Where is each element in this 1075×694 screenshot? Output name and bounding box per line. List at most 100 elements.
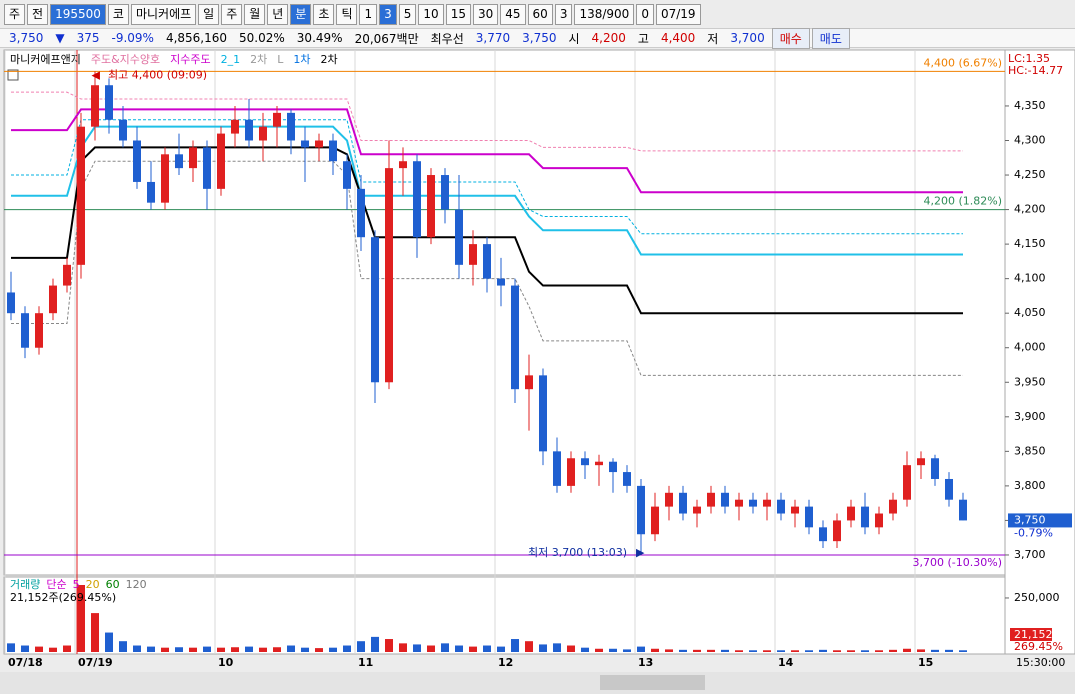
candle-body	[847, 506, 855, 521]
toolbar-item[interactable]: 45	[500, 3, 526, 25]
axis-panel	[1004, 49, 1075, 655]
toolbar-item[interactable]: 코	[107, 3, 129, 25]
toolbar-item[interactable]: 년	[267, 3, 289, 25]
candle-body	[819, 527, 827, 542]
candle-body	[679, 492, 687, 514]
toolbar-item[interactable]: 30	[472, 3, 499, 25]
candle-body	[7, 292, 15, 314]
candle-body	[609, 461, 617, 473]
order-button[interactable]: 매수	[771, 27, 810, 49]
candle-body	[301, 140, 309, 148]
candle-body	[441, 175, 449, 210]
toolbar-item[interactable]: 초	[313, 3, 335, 25]
toolbar-item[interactable]: 3	[379, 3, 397, 25]
volume-bar	[91, 613, 99, 652]
toolbar-item[interactable]: 틱	[336, 3, 358, 25]
volume-bar	[833, 650, 841, 652]
volume-bar	[553, 643, 561, 652]
volume-bar	[455, 645, 463, 652]
candle-body	[175, 154, 183, 169]
toolbar-item[interactable]: 월	[244, 3, 266, 25]
quote-field: 3,750	[522, 31, 557, 45]
legend-item: 지수주도	[170, 53, 210, 66]
volume-bar	[483, 645, 491, 652]
toolbar: 주 전 195500 코 마니커에프 일 주 월 년 분 초 틱 1 3 5 10 15 30 45 60 3 138/9…	[0, 2, 1075, 26]
toolbar-item[interactable]: 15	[445, 3, 471, 25]
grid-icon[interactable]	[7, 69, 19, 81]
quote-field: 30.49%	[296, 31, 343, 45]
volume-bar	[497, 646, 505, 652]
candle-body	[763, 499, 771, 507]
toolbar-item[interactable]: 0	[636, 3, 654, 25]
x-tick-label: 14	[778, 656, 794, 669]
candle-body	[511, 285, 519, 390]
volume-bar	[539, 644, 547, 652]
candle-body	[371, 237, 379, 383]
volume-last: 21,152	[1014, 628, 1053, 641]
toolbar-item[interactable]: 일	[198, 3, 220, 25]
toolbar-item[interactable]: 5	[398, 3, 417, 25]
toolbar-item[interactable]: 138/900	[574, 3, 635, 25]
volume-bar	[245, 646, 253, 652]
quote-field: 저	[707, 31, 719, 46]
volume-bar	[441, 643, 449, 652]
toolbar-item[interactable]: 60	[527, 3, 553, 25]
volume-bar	[595, 648, 603, 652]
toolbar-item[interactable]: 주	[221, 3, 243, 25]
toolbar-item[interactable]: 분	[290, 3, 312, 25]
quote-field: 20,067백만	[354, 31, 419, 46]
volume-bar	[623, 649, 631, 652]
toolbar-item[interactable]: 07/19	[655, 3, 701, 25]
y-tick-label: 4,150	[1014, 237, 1046, 250]
volume-bar	[77, 585, 85, 652]
candle-body	[749, 499, 757, 507]
candle-body	[427, 175, 435, 238]
candle-body	[287, 112, 295, 141]
candle-body	[553, 451, 561, 486]
volume-bar	[119, 641, 127, 652]
candle-body	[707, 492, 715, 507]
candle-body	[693, 506, 701, 514]
quote-field: 375	[76, 31, 100, 45]
indicator-line	[11, 125, 963, 256]
y-tick-label: 4,300	[1014, 133, 1046, 146]
candle-body	[91, 85, 99, 127]
y-tick-label: 4,050	[1014, 306, 1046, 319]
volume-bar	[693, 649, 701, 652]
x-tick-label: 07/18	[8, 656, 43, 669]
candle-body	[889, 499, 897, 514]
volume-bar	[959, 650, 967, 652]
toolbar-item[interactable]: 전	[27, 3, 49, 25]
candle-body	[329, 140, 337, 162]
volume-bar	[343, 645, 351, 652]
volume-bar	[7, 643, 15, 652]
toolbar-item[interactable]: 마니커에프	[130, 3, 197, 25]
toolbar-item[interactable]: 주	[4, 3, 26, 25]
y-tick-label: 3,950	[1014, 375, 1046, 388]
scroll-thumb[interactable]	[600, 675, 705, 690]
order-button[interactable]: 매도	[811, 27, 850, 49]
y-tick-label: 4,350	[1014, 99, 1046, 112]
volume-bar	[357, 641, 365, 652]
last-change: -0.79%	[1014, 526, 1053, 539]
volume-bar	[567, 645, 575, 652]
toolbar-item[interactable]: 10	[418, 3, 444, 25]
toolbar-item[interactable]: 3	[554, 3, 573, 25]
volume-bar	[777, 650, 785, 652]
candle-body	[805, 506, 813, 528]
candle-body	[455, 209, 463, 265]
quote-field: 4,400	[660, 31, 696, 45]
candle-body	[77, 126, 85, 265]
volume-bar	[945, 649, 953, 652]
volume-bar	[861, 650, 869, 652]
toolbar-item[interactable]: 195500	[50, 3, 106, 25]
candle-body	[931, 458, 939, 479]
candle-body	[385, 168, 393, 383]
volume-bar	[287, 645, 295, 652]
last-price-box	[1008, 513, 1072, 528]
toolbar-item[interactable]: 1	[359, 3, 378, 25]
candle-body	[21, 313, 29, 348]
volume-bar	[21, 645, 29, 652]
volume-bar	[203, 646, 211, 652]
scrollbar[interactable]	[0, 672, 1075, 694]
